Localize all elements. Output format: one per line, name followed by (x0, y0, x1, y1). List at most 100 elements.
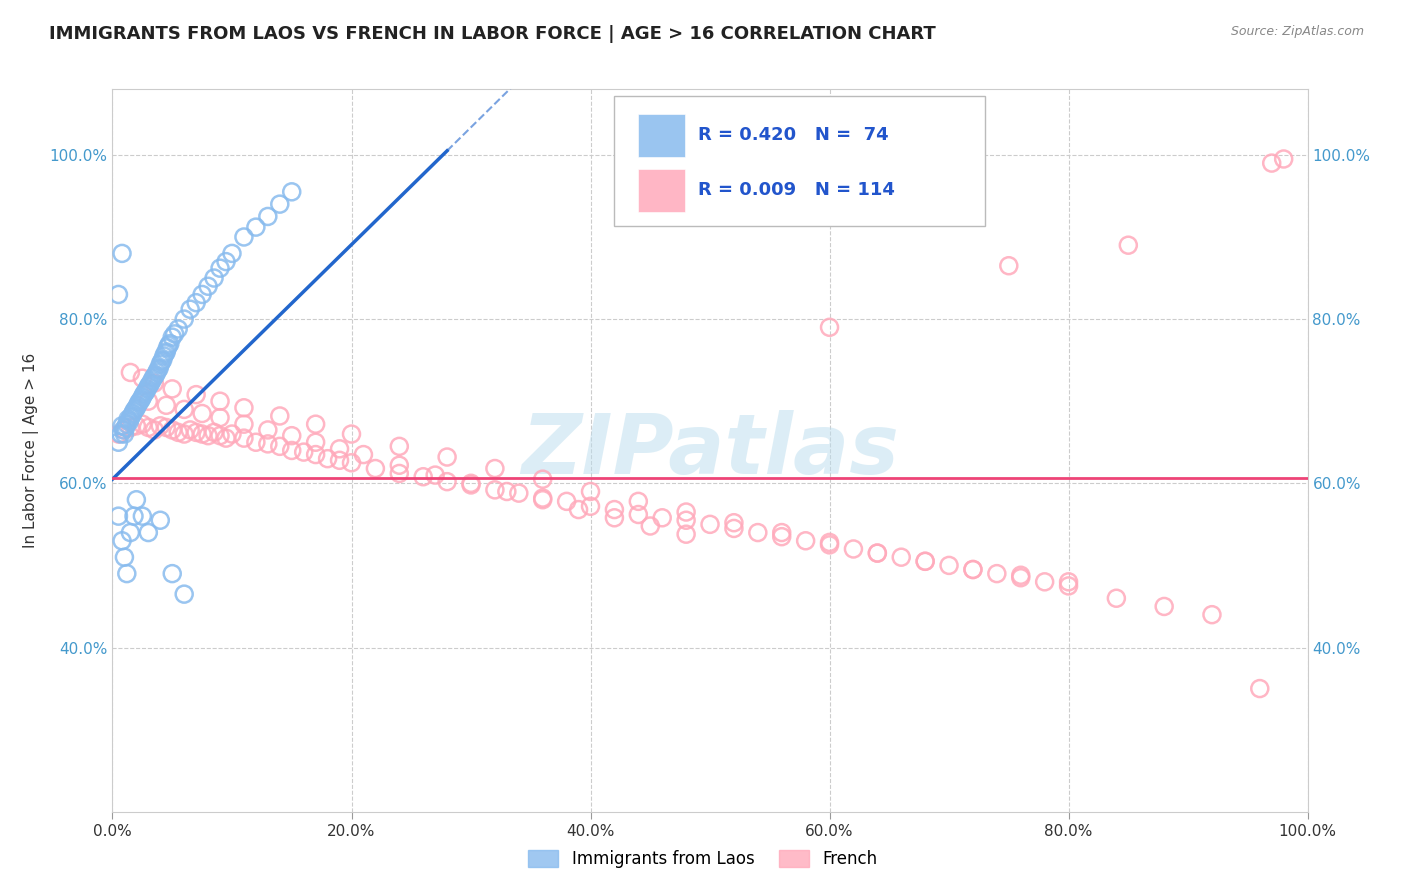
Point (127, 398, 149, 412)
Point (111, 246, 134, 260)
Point (122, 509, 145, 524)
Point (163, 326, 186, 341)
Point (107, 435, 129, 450)
Point (269, 409, 291, 423)
Point (938, 558, 960, 573)
Point (1105, 591, 1128, 606)
Point (120, 366, 142, 380)
Point (531, 491, 554, 505)
Point (364, 461, 387, 475)
Point (866, 546, 889, 560)
Point (305, 435, 328, 450)
Point (1249, 681, 1271, 696)
Point (173, 427, 195, 442)
Point (129, 394, 152, 409)
Point (134, 386, 156, 401)
Point (914, 554, 936, 568)
Point (122, 404, 145, 418)
Point (388, 467, 411, 481)
Point (149, 513, 172, 527)
Point (131, 417, 153, 432)
Point (120, 410, 142, 425)
Point (143, 376, 166, 391)
Point (159, 336, 181, 351)
Point (111, 418, 134, 433)
Point (675, 505, 697, 519)
Point (269, 439, 291, 453)
Point (120, 420, 142, 434)
Point (146, 363, 169, 377)
Point (1010, 571, 1032, 585)
Point (191, 427, 214, 442)
Point (215, 431, 238, 445)
Point (186, 387, 208, 401)
Point (460, 476, 482, 491)
Point (191, 407, 214, 421)
Point (281, 428, 304, 442)
Point (1010, 568, 1032, 582)
Point (329, 453, 352, 467)
Point (152, 353, 174, 368)
Point (139, 376, 162, 391)
Point (257, 423, 280, 437)
Point (508, 486, 530, 500)
Point (111, 533, 134, 548)
Point (179, 423, 201, 437)
Point (484, 483, 506, 497)
Point (107, 427, 129, 442)
Point (179, 302, 201, 317)
Point (197, 279, 219, 293)
Point (770, 530, 793, 544)
Point (120, 525, 142, 540)
Point (162, 330, 183, 344)
Point (292, 445, 315, 459)
Point (114, 423, 135, 437)
Point (233, 431, 256, 445)
Point (281, 185, 304, 199)
Point (131, 509, 153, 524)
Point (914, 554, 936, 568)
Point (568, 502, 591, 516)
Point (1057, 574, 1080, 589)
Point (148, 361, 170, 376)
Point (723, 521, 745, 535)
Point (818, 535, 841, 549)
Point (340, 427, 363, 442)
Point (233, 401, 256, 415)
Point (112, 423, 135, 437)
Point (269, 197, 291, 211)
Text: IMMIGRANTS FROM LAOS VS FRENCH IN LABOR FORCE | AGE > 16 CORRELATION CHART: IMMIGRANTS FROM LAOS VS FRENCH IN LABOR … (49, 25, 936, 43)
Point (125, 418, 148, 433)
Point (149, 357, 172, 371)
Legend: Immigrants from Laos, French: Immigrants from Laos, French (522, 843, 884, 875)
Point (118, 415, 141, 429)
Point (128, 396, 150, 410)
Point (202, 271, 225, 285)
Point (579, 484, 602, 499)
Point (131, 390, 153, 404)
Point (138, 394, 160, 409)
Point (1272, 152, 1295, 166)
Point (962, 562, 984, 576)
Point (156, 341, 179, 355)
Point (209, 428, 232, 442)
Point (281, 443, 304, 458)
Point (138, 420, 160, 434)
Point (150, 355, 173, 369)
Point (531, 492, 554, 507)
Point (245, 220, 267, 235)
Point (866, 546, 889, 560)
Point (699, 517, 721, 532)
Point (1118, 238, 1140, 252)
Point (155, 420, 177, 434)
Point (579, 500, 602, 514)
Point (603, 502, 626, 516)
Point (143, 369, 166, 384)
Point (132, 387, 155, 401)
Point (129, 392, 152, 407)
Point (723, 516, 745, 530)
Point (125, 401, 148, 415)
Point (209, 394, 232, 409)
Point (135, 384, 157, 399)
Point (110, 427, 132, 442)
